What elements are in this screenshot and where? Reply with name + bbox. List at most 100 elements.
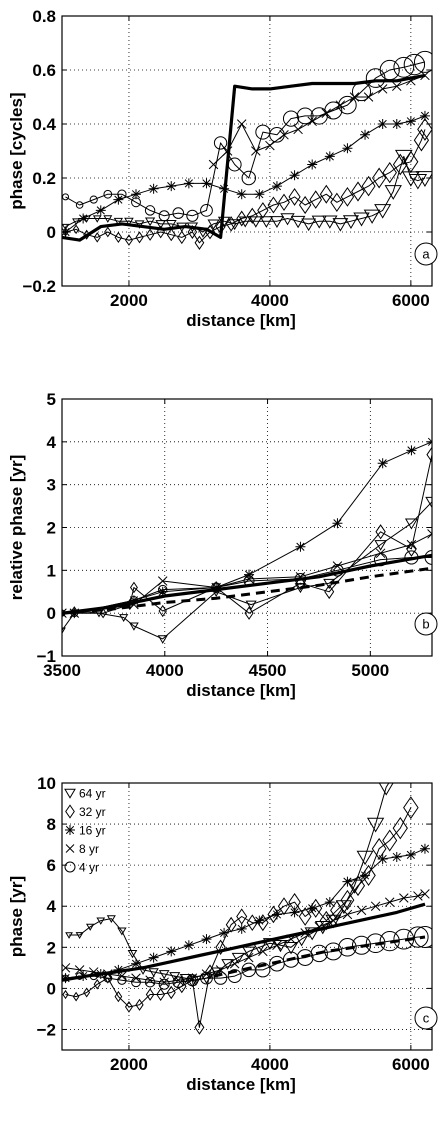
data-point-diamond	[62, 989, 69, 1000]
x-tick-label: 5000	[351, 661, 389, 680]
data-point-triangle	[399, 746, 416, 760]
data-point-circle	[241, 170, 257, 186]
panel-label: a	[422, 247, 430, 262]
x-tick-label: 6000	[392, 1055, 430, 1074]
legend-label: 64 yr	[79, 787, 106, 801]
y-tick-label: 0.4	[32, 115, 56, 134]
y-tick-label: 2	[47, 519, 56, 538]
data-point-triangle	[353, 212, 370, 227]
x-axis-label: distance [km]	[186, 311, 296, 330]
data-point-triangle	[129, 622, 139, 631]
data-point-triangle	[290, 215, 306, 229]
data-point-triangle	[406, 736, 423, 750]
series-line-bold	[62, 553, 432, 615]
legend-label: 16 yr	[79, 824, 106, 838]
y-tick-label: 1	[47, 561, 56, 580]
data-point-triangle	[157, 635, 168, 644]
y-axis-label: phase [cycles]	[7, 92, 26, 209]
data-point-diamond	[156, 988, 166, 1002]
data-point-triangle	[62, 627, 66, 635]
chart-panel-b: 3500 4000 4500 5000 −1 0 1 2 3 4 5 distance [km] rel…	[7, 390, 438, 700]
data-point-cross	[251, 146, 261, 156]
data-point-triangle	[207, 219, 220, 230]
panel-label: b	[422, 617, 429, 632]
data-point-triangle	[65, 932, 73, 939]
data-point-diamond	[417, 117, 432, 141]
y-tick-label: 4	[47, 897, 57, 916]
data-point-asterisk	[201, 934, 212, 945]
data-point-cross	[328, 915, 339, 926]
data-point-cross	[258, 946, 268, 957]
data-point-cross	[342, 909, 353, 920]
data-point-diamond	[236, 210, 248, 227]
y-tick-label: 0	[47, 604, 56, 623]
legend-label: 32 yr	[79, 805, 106, 819]
data-point-triangle	[389, 765, 405, 779]
data-point-circle	[200, 204, 213, 217]
data-point-triangle	[103, 215, 113, 223]
data-area	[62, 736, 432, 1035]
data-point-cross	[229, 958, 240, 969]
series-line-diamond	[62, 454, 432, 614]
data-point-asterisk	[131, 189, 141, 200]
data-point-diamond	[372, 167, 387, 189]
data-point-triangle	[425, 496, 432, 509]
data-point-asterisk	[391, 119, 402, 129]
x-tick-label: 2000	[110, 291, 148, 310]
x-tick-label: 2000	[110, 1055, 148, 1074]
data-point-asterisk	[271, 181, 282, 192]
legend-marker-asterisk	[65, 825, 75, 835]
data-point-diamond	[177, 230, 187, 245]
x-tick-label: 3500	[43, 661, 81, 680]
data-point-asterisk	[166, 946, 177, 957]
plot-frame	[61, 15, 433, 287]
data-point-diamond	[298, 907, 312, 926]
data-point-cross	[413, 891, 423, 901]
data-point-asterisk	[307, 159, 318, 170]
data-point-asterisk	[219, 927, 230, 938]
data-point-asterisk	[113, 194, 124, 205]
data-point-diamond	[72, 224, 80, 235]
data-point-asterisk	[324, 151, 335, 162]
data-point-diamond	[413, 128, 430, 152]
data-point-diamond	[392, 816, 408, 840]
data-point-asterisk	[405, 849, 416, 860]
data-point-circle	[413, 926, 432, 949]
data-point-circle	[117, 975, 127, 985]
data-point-asterisk	[183, 178, 194, 189]
data-point-triangle	[374, 540, 387, 551]
data-point-triangle	[280, 213, 295, 226]
data-point-diamond	[403, 150, 419, 173]
data-point-triangle	[342, 215, 360, 230]
data-point-cross	[293, 124, 303, 135]
panel-label: c	[423, 1011, 430, 1026]
series-line-diamond	[65, 807, 412, 1028]
data-point-diamond	[288, 187, 301, 206]
data-point-diamond	[194, 1020, 205, 1035]
data-point-diamond	[257, 202, 269, 219]
data-point-diamond	[124, 1000, 133, 1013]
data-point-circle	[75, 201, 84, 209]
y-tick-label: −2	[37, 1020, 56, 1039]
series-line-cross	[213, 74, 426, 165]
data-point-triangle	[374, 204, 392, 219]
data-point-triangle	[259, 216, 274, 228]
data-point-triangle	[363, 209, 381, 224]
data-point-circle	[338, 95, 357, 115]
data-point-triangle	[322, 215, 338, 229]
legend-marker-circle	[64, 861, 76, 873]
data-point-asterisk	[405, 116, 416, 127]
data-point-circle	[131, 197, 141, 208]
data-point-cross	[265, 140, 275, 151]
data-point-circle	[227, 969, 242, 984]
y-tick-label: −0.2	[22, 277, 56, 296]
y-axis-label: relative phase [yr]	[7, 455, 26, 601]
y-tick-label: 5	[47, 390, 56, 409]
data-point-asterisk	[295, 541, 306, 552]
data-point-triangle	[113, 217, 124, 226]
series-line-bold	[62, 902, 426, 982]
plot-frame	[61, 782, 433, 1051]
data-point-triangle	[325, 914, 342, 929]
data-point-diamond	[298, 195, 312, 215]
data-point-circle	[413, 50, 432, 73]
